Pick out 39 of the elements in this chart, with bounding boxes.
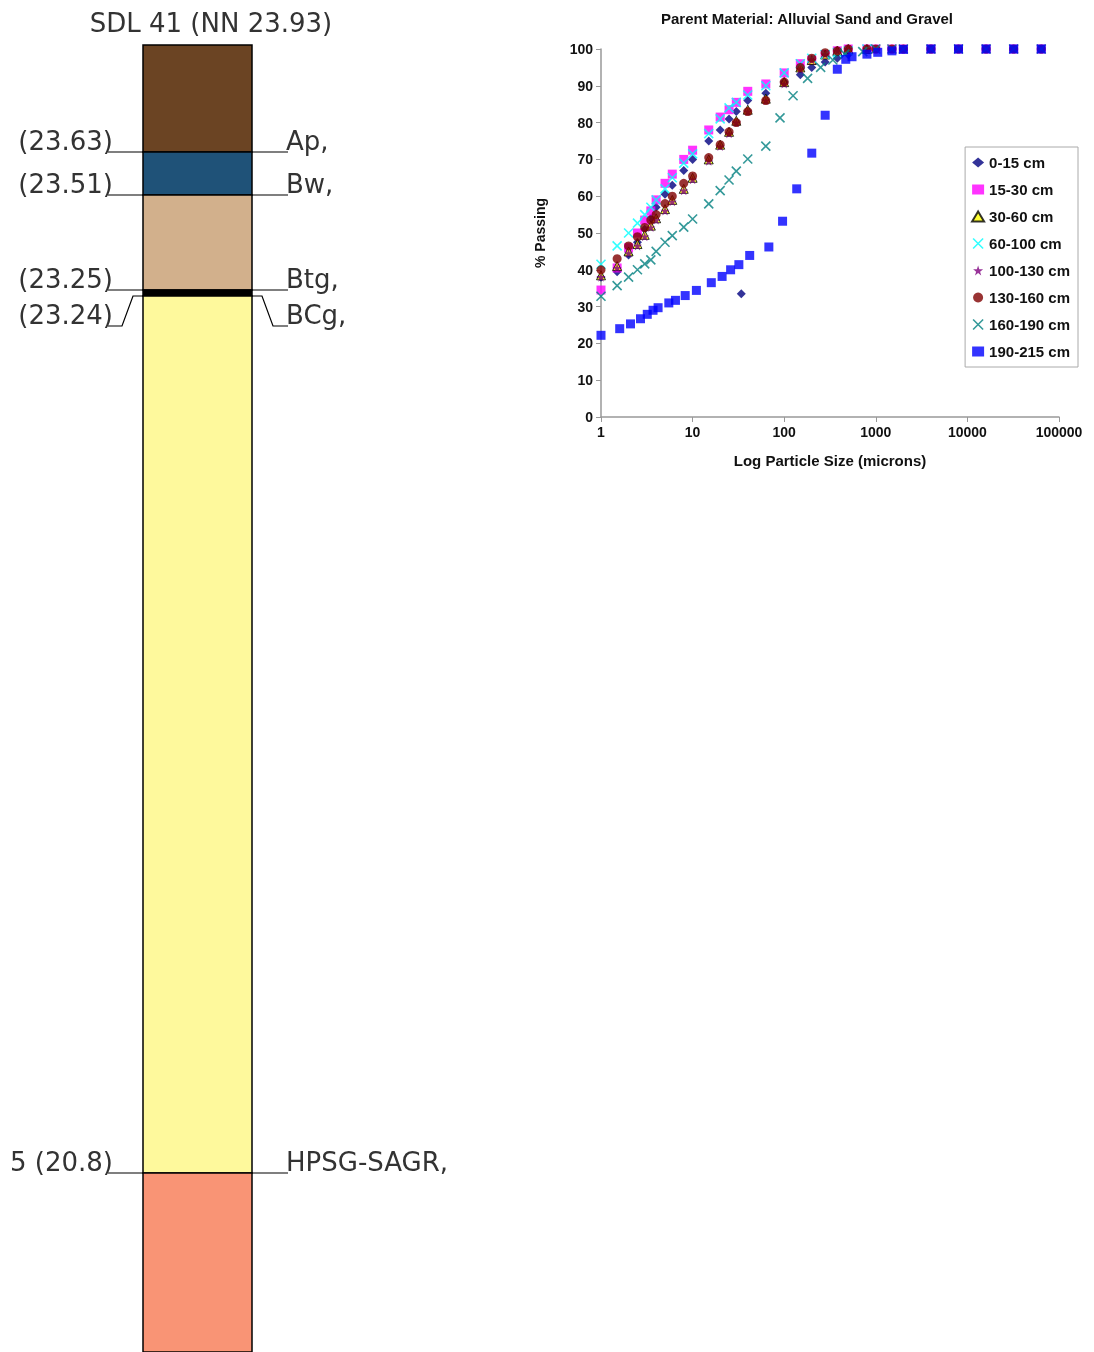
text: BCg, <box>286 300 347 330</box>
x-tick-label: 100000 <box>1035 424 1083 440</box>
text: Ap, <box>286 126 329 156</box>
x-axis-title: Log Particle Size (microns) <box>733 452 927 469</box>
y-tick-label: 70 <box>577 151 594 168</box>
y-tick-label: 60 <box>577 188 594 205</box>
y-axis-title: % Passing <box>532 197 548 269</box>
x-tick-label: 10000 <box>947 424 988 440</box>
y-tick-label: 10 <box>577 372 594 389</box>
chart-title: Parent Material: Alluvial Sand and Gravel <box>660 10 954 27</box>
legend-label: 30-60 cm <box>989 208 1054 225</box>
text: 5 (20.8) <box>10 1147 113 1177</box>
text: (23.63) <box>18 126 113 156</box>
legend-label: 160-190 cm <box>989 316 1071 333</box>
y-tick-label: 40 <box>577 261 594 278</box>
x-tick-label: 100 <box>772 424 797 440</box>
y-tick-label: 30 <box>577 298 594 315</box>
text: (23.25) <box>18 264 113 294</box>
legend-label: 190-215 cm <box>989 343 1071 360</box>
text: (23.24) <box>18 300 113 330</box>
x-tick-label: 10 <box>684 424 701 440</box>
y-tick-label: 80 <box>577 114 594 131</box>
text: (23.51) <box>18 169 113 199</box>
text: Btg, <box>286 264 339 294</box>
legend-label: 15-30 cm <box>989 181 1054 198</box>
legend-label: 0-15 cm <box>989 154 1045 171</box>
text: SDL 41 (NN 23.93) <box>89 8 333 38</box>
x-tick-label: 1 <box>597 424 606 440</box>
legend-label: 100-130 cm <box>989 262 1071 279</box>
legend-label: 60-100 cm <box>989 235 1062 252</box>
text: Bw, <box>286 169 334 199</box>
y-tick-label: 100 <box>569 41 594 57</box>
legend-label: 130-160 cm <box>989 289 1071 306</box>
x-tick-label: 1000 <box>860 424 892 440</box>
y-tick-label: 90 <box>577 77 594 94</box>
y-tick-label: 50 <box>577 225 594 241</box>
y-tick-label: 20 <box>577 335 594 352</box>
y-tick-label: 0 <box>585 409 594 425</box>
text: HPSG-SAGR, <box>286 1147 449 1177</box>
